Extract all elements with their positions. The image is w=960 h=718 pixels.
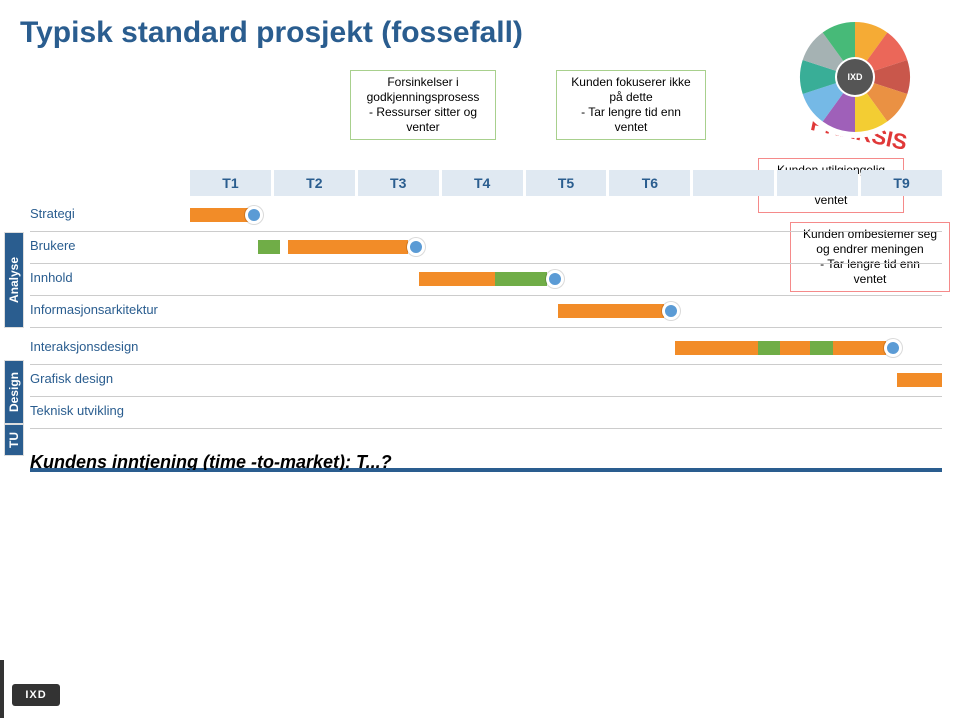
callout: Kunden fokuserer ikkepå dette- Tar lengr…	[556, 70, 706, 140]
page-title: Typisk standard prosjekt (fossefall)	[20, 16, 523, 50]
gantt-row: Interaksjonsdesign	[30, 333, 942, 365]
gantt-bar	[419, 272, 494, 286]
timeline-cell: T1	[190, 170, 271, 196]
milestone-icon	[245, 206, 263, 224]
timeline-cell: T6	[609, 170, 690, 196]
gantt-bar	[190, 208, 250, 222]
row-label: Informasjonsarkitektur	[30, 302, 158, 317]
milestone-icon	[662, 302, 680, 320]
milestone-icon	[407, 238, 425, 256]
gantt-bar	[780, 341, 810, 355]
left-stripe	[0, 660, 4, 718]
gantt-bar	[288, 240, 408, 254]
milestone-icon	[546, 270, 564, 288]
gantt-bar	[833, 341, 886, 355]
context-pie-icon: IXD	[790, 12, 920, 142]
gantt-row: Grafisk design	[30, 365, 942, 397]
gantt-row: Informasjonsarkitektur	[30, 296, 942, 328]
timeline-cell	[693, 170, 774, 196]
side-section: Analyse	[4, 232, 24, 328]
gantt-row: Innhold	[30, 264, 942, 296]
bottom-summary: Kundens inntjening (time -to-market): T.…	[30, 446, 942, 473]
gantt-row: Brukere	[30, 232, 942, 264]
gantt-bar	[258, 240, 281, 254]
gantt-bar	[675, 341, 758, 355]
timeline-cell	[777, 170, 858, 196]
row-label: Interaksjonsdesign	[30, 339, 138, 354]
timeline-header: T1T2T3T4T5T6 T9	[190, 170, 942, 196]
timeline-cell: T3	[358, 170, 439, 196]
timeline-cell: T2	[274, 170, 355, 196]
gantt-row: Strategi	[30, 200, 942, 232]
gantt-bar	[810, 341, 833, 355]
side-section: Design	[4, 360, 24, 424]
side-section: TU	[4, 424, 24, 456]
gantt-row: Teknisk utvikling	[30, 397, 942, 429]
row-label: Brukere	[30, 238, 76, 253]
gantt-bar	[495, 272, 548, 286]
gantt-rows: Strategi Brukere Innhold Informasjonsarkite…	[30, 200, 942, 429]
svg-text:IXD: IXD	[847, 72, 863, 82]
callout: Forsinkelser igodkjenningsprosess- Ressu…	[350, 70, 496, 140]
gantt-bar	[897, 373, 942, 387]
row-label: Teknisk utvikling	[30, 403, 124, 418]
timeline-cell: T9	[861, 170, 942, 196]
timeline-cell: T5	[526, 170, 607, 196]
logo-icon: IXD	[12, 684, 60, 706]
gantt-bar	[558, 304, 663, 318]
row-label: Innhold	[30, 270, 73, 285]
timeline-cell: T4	[442, 170, 523, 196]
milestone-icon	[884, 339, 902, 357]
gantt-bar	[758, 341, 781, 355]
row-label: Strategi	[30, 206, 75, 221]
row-label: Grafisk design	[30, 371, 113, 386]
